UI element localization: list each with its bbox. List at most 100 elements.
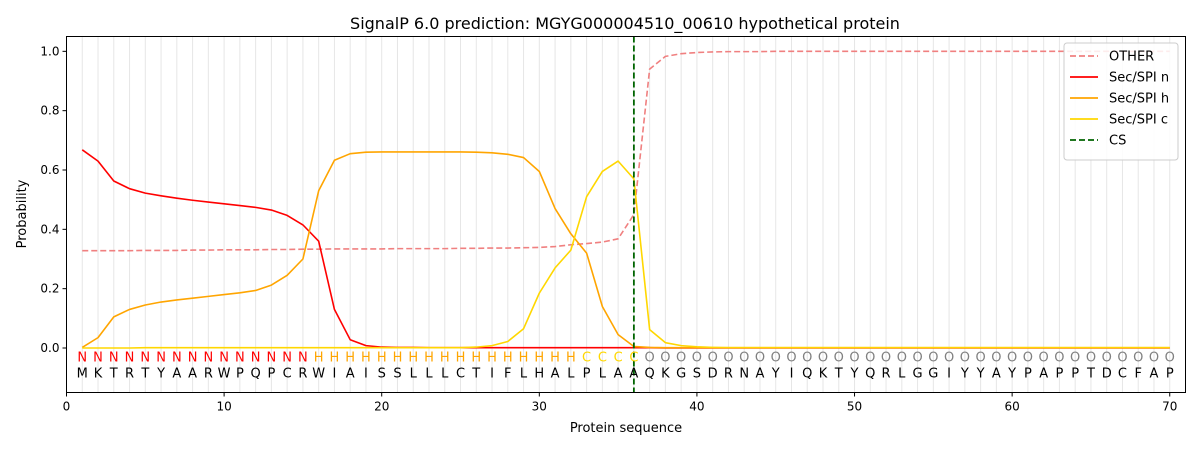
y-tick-label: 0.8 xyxy=(40,104,59,118)
series-line-other xyxy=(82,50,1170,252)
region-label: O xyxy=(676,350,686,365)
region-label: N xyxy=(188,350,198,365)
residue-label: G xyxy=(676,367,686,382)
residue-label: A xyxy=(346,367,355,382)
region-label: C xyxy=(614,350,623,365)
series-lines xyxy=(81,36,1170,393)
residue-label: Q xyxy=(251,367,261,382)
residue-label: Y xyxy=(771,367,780,382)
residue-label: A xyxy=(614,367,623,382)
region-label: O xyxy=(1070,350,1080,365)
residue-label: A xyxy=(992,367,1001,382)
residue-label: H xyxy=(534,367,544,382)
region-label: O xyxy=(1133,350,1143,365)
residue-label: Y xyxy=(976,367,985,382)
region-label: O xyxy=(991,350,1001,365)
residue-label: C xyxy=(456,367,465,382)
region-label: H xyxy=(377,350,387,365)
residue-label: Q xyxy=(802,367,812,382)
x-axis-label: Protein sequence xyxy=(570,421,682,436)
region-label: N xyxy=(93,350,103,365)
region-label: O xyxy=(1149,350,1159,365)
region-label: C xyxy=(629,350,638,365)
residue-label: Y xyxy=(960,367,969,382)
residue-label: G xyxy=(928,367,938,382)
residue-label: P xyxy=(583,367,591,382)
residue-label: A xyxy=(172,367,181,382)
region-label: O xyxy=(771,350,781,365)
y-tick-label: 1.0 xyxy=(40,44,59,58)
y-axis-label: Probability xyxy=(15,179,30,248)
region-label: O xyxy=(912,350,922,365)
residue-label: W xyxy=(312,367,325,382)
region-label: N xyxy=(172,350,182,365)
residue-label: F xyxy=(1134,367,1141,382)
x-tick-label: 10 xyxy=(216,400,231,414)
residue-label: Y xyxy=(1007,367,1016,382)
region-label: O xyxy=(1007,350,1017,365)
residue-label: I xyxy=(790,367,794,382)
region-label: C xyxy=(582,350,591,365)
region-label: O xyxy=(1165,350,1175,365)
region-label: H xyxy=(503,350,513,365)
region-label: O xyxy=(881,350,891,365)
region-label: N xyxy=(109,350,119,365)
region-label: H xyxy=(440,350,450,365)
residue-label: T xyxy=(1086,367,1095,382)
residue-label: I xyxy=(333,367,337,382)
region-label: H xyxy=(393,350,403,365)
region-label: H xyxy=(550,350,560,365)
region-label: O xyxy=(723,350,733,365)
region-label: O xyxy=(786,350,796,365)
residue-label: A xyxy=(188,367,197,382)
region-label: N xyxy=(203,350,213,365)
x-tick-label: 40 xyxy=(689,400,704,414)
residue-label: L xyxy=(898,367,906,382)
legend: OTHER Sec/SPI n Sec/SPI h Sec/SPI c CS xyxy=(1063,42,1179,161)
region-label: N xyxy=(140,350,150,365)
residue-label: P xyxy=(1166,367,1174,382)
region-label: H xyxy=(408,350,418,365)
region-label: O xyxy=(1086,350,1096,365)
region-label: O xyxy=(1117,350,1127,365)
y-tick-label: 0.0 xyxy=(40,341,59,355)
residue-label: I xyxy=(364,367,368,382)
y-tick-label: 0.6 xyxy=(40,163,59,177)
residue-label: A xyxy=(1150,367,1159,382)
region-label: O xyxy=(739,350,749,365)
region-label: C xyxy=(598,350,607,365)
residue-label: Q xyxy=(865,367,875,382)
residue-label: K xyxy=(661,367,670,382)
region-label: N xyxy=(156,350,166,365)
residue-label: S xyxy=(378,367,386,382)
region-label: O xyxy=(849,350,859,365)
chart-title: SignalP 6.0 prediction: MGYG000004510_00… xyxy=(350,14,900,34)
region-label: H xyxy=(314,350,324,365)
x-tick-label: 20 xyxy=(374,400,389,414)
legend-box xyxy=(1063,42,1179,161)
x-tick-label: 70 xyxy=(1162,400,1177,414)
region-label: N xyxy=(77,350,87,365)
region-label: O xyxy=(897,350,907,365)
residue-label: P xyxy=(1024,367,1032,382)
region-label: H xyxy=(361,350,371,365)
residue-label: S xyxy=(693,367,701,382)
residue-label: L xyxy=(410,367,418,382)
region-label: O xyxy=(1023,350,1033,365)
residue-label: R xyxy=(125,367,134,382)
region-label: O xyxy=(1102,350,1112,365)
residue-label: P xyxy=(267,367,275,382)
residue-label: I xyxy=(947,367,951,382)
residue-label: T xyxy=(140,367,149,382)
region-label: H xyxy=(424,350,434,365)
residue-label: L xyxy=(567,367,575,382)
residue-label: R xyxy=(882,367,891,382)
region-label: N xyxy=(251,350,261,365)
region-label: O xyxy=(975,350,985,365)
region-label: N xyxy=(125,350,135,365)
residue-label: A xyxy=(756,367,765,382)
region-label: H xyxy=(534,350,544,365)
region-label: O xyxy=(802,350,812,365)
residue-label: K xyxy=(819,367,828,382)
